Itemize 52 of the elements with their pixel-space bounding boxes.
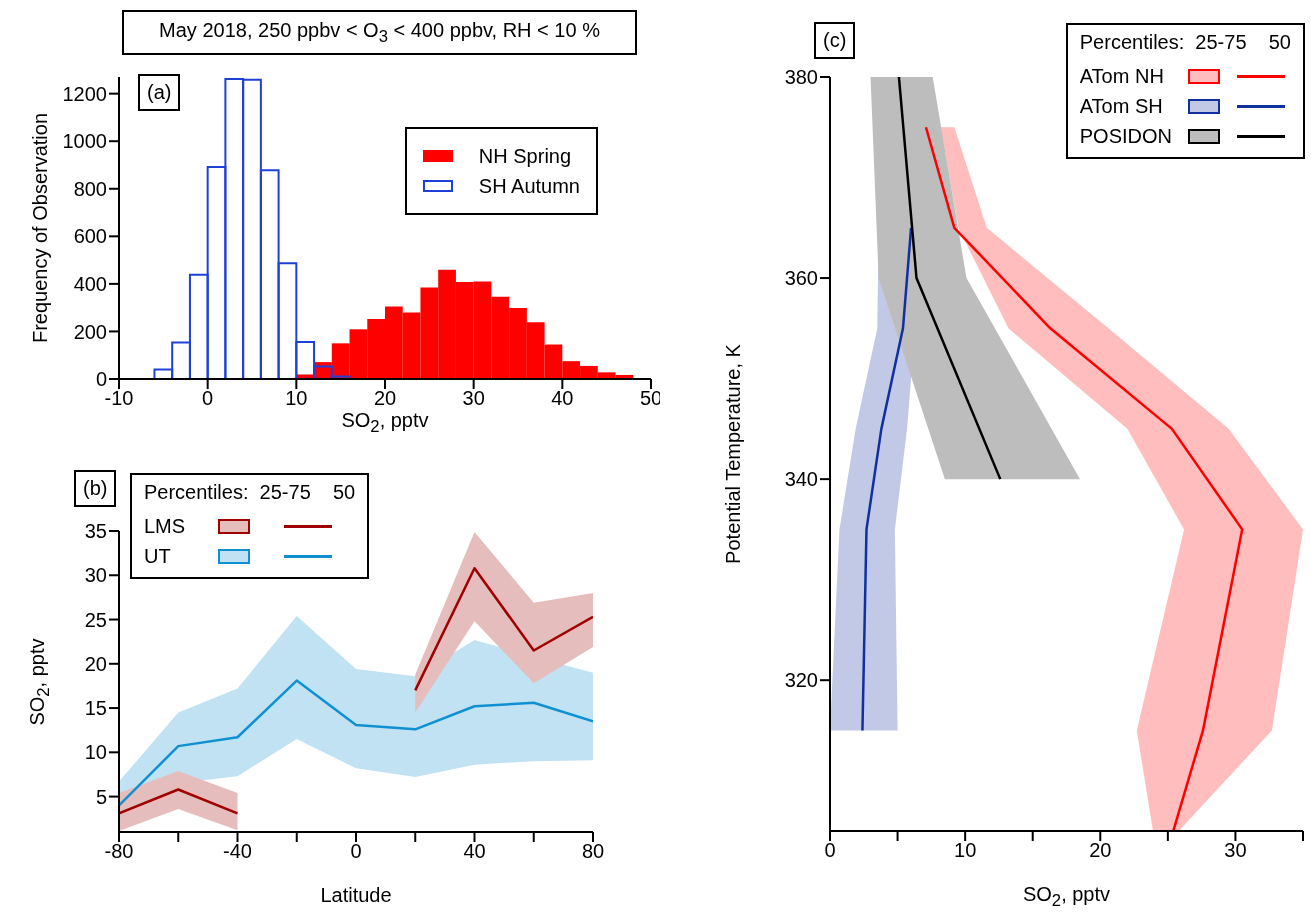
x-tick-label: -40 [223,840,252,863]
legend-label: SH Autumn [478,174,580,198]
x-tick-label: 80 [581,840,605,863]
y-tick-label: 380 [784,66,818,89]
y-tick-label: 10 [84,741,107,764]
legend-label: UT [144,544,172,569]
x-tick-label: 20 [373,387,397,410]
y-tick-label: 320 [784,669,818,692]
y-tick-label: 360 [784,267,818,290]
y-axis-title: Potential Temperature, K [721,344,745,564]
x-tick-label: 40 [463,840,486,863]
y-tick-label: 340 [784,468,818,491]
y-tick-label: 0 [95,368,107,391]
y-tick-label: 30 [84,564,107,587]
legend-title: Percentiles: 25-75 50 [1079,31,1291,55]
y-tick-label: 15 [84,697,107,720]
x-tick-label: 30 [1224,839,1247,862]
y-tick-label: 20 [84,652,107,675]
y-tick-label: 600 [73,225,107,248]
y-tick-label: 1000 [62,130,107,153]
y-tick-label: 1200 [62,82,107,105]
legend-label: LMS [144,514,187,539]
x-tick-label: 0 [350,840,362,863]
legend-title: Percentiles: 25-75 50 [144,481,356,505]
legend-label: POSIDON [1079,124,1173,149]
x-tick-label: 0 [824,839,836,862]
x-tick-label: -80 [104,840,134,863]
text: (c) [814,22,856,59]
x-tick-label: 40 [551,387,574,410]
y-tick-label: 35 [84,520,107,543]
x-tick-label: 30 [462,387,485,410]
y-tick-label: 5 [95,785,107,808]
y-tick-label: 400 [73,272,107,295]
annotation: (a) [138,74,181,111]
x-tick-label: -10 [104,387,134,410]
legend-label: ATom SH [1079,94,1164,119]
y-tick-label: 200 [73,320,107,343]
x-axis-title: Latitude [320,884,392,907]
text: (b) [74,470,117,507]
y-tick-label: 25 [84,608,107,631]
x-axis-title: SO$_{2}$, pptv [1022,883,1111,911]
legend-label: NH Spring [478,144,572,168]
x-tick-label: 10 [954,839,977,862]
x-tick-label: 0 [202,387,214,410]
chart-title: May 2018, 250 ppbv < O$_{3}$ < 400 ppbv, RH < 10 % [122,10,637,56]
x-tick-label: 10 [285,387,308,410]
y-axis-title: Frequency of Observation [28,112,52,344]
y-tick-label: 800 [73,177,107,200]
x-axis-title: SO$_{2}$, pptv [341,409,429,437]
line-series [119,679,593,807]
legend-label: ATom NH [1079,64,1165,89]
x-tick-label: 20 [1089,839,1112,862]
